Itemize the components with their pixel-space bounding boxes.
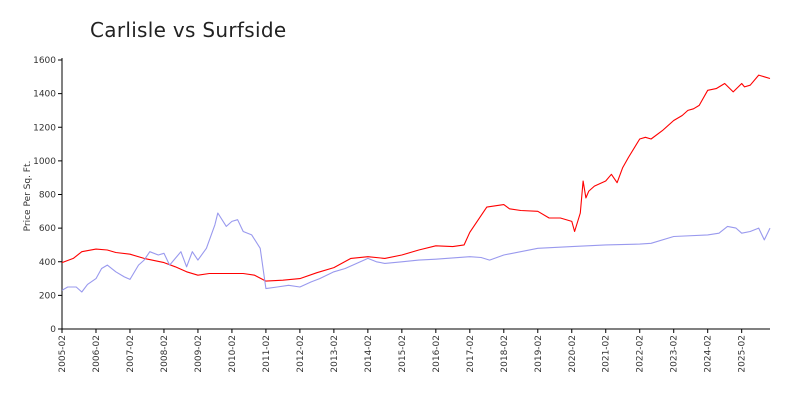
x-tick-label: 2009-02 — [194, 335, 204, 373]
x-tick-label: 2007-02 — [126, 335, 136, 373]
x-tick-label: 2019-02 — [534, 335, 544, 373]
x-tick-label: 2011-02 — [262, 335, 272, 373]
y-tick-label: 200 — [39, 291, 56, 301]
x-tick-label: 2015-02 — [398, 335, 408, 373]
x-tick-label: 2010-02 — [228, 335, 238, 373]
chart-title: Carlisle vs Surfside — [90, 18, 287, 42]
y-tick-label: 600 — [39, 224, 56, 234]
x-tick-label: 2005-02 — [58, 335, 68, 373]
y-tick-label: 1400 — [33, 90, 56, 100]
x-tick-label: 2018-02 — [500, 335, 510, 373]
y-tick-label: 1200 — [33, 123, 56, 133]
y-tick-label: 1600 — [33, 56, 56, 66]
x-tick-label: 2020-02 — [568, 335, 578, 373]
x-tick-label: 2016-02 — [432, 335, 442, 373]
x-tick-label: 2025-02 — [738, 335, 748, 373]
y-tick-label: 1000 — [33, 157, 56, 167]
x-tick-label: 2014-02 — [364, 335, 374, 373]
axes: 0 200 400 600 800 1000 1200 1400 1600 2005-02 2006… — [33, 56, 770, 373]
x-tick-label: 2017-02 — [466, 335, 476, 373]
x-tick-label: 2022-02 — [636, 335, 646, 373]
y-axis-label: Price Per Sq. Ft. — [23, 161, 33, 232]
x-tick-label: 2013-02 — [330, 335, 340, 373]
x-tick-label: 2021-02 — [602, 335, 612, 373]
series-layer — [61, 74, 771, 293]
y-tick-label: 400 — [39, 258, 56, 268]
x-tick-label: 2023-02 — [670, 335, 680, 373]
y-tick-label: 0 — [50, 325, 56, 335]
x-tick-label: 2006-02 — [92, 335, 102, 373]
y-tick-label: 800 — [39, 191, 56, 201]
x-tick-label: 2024-02 — [704, 335, 714, 373]
series-line-1 — [61, 74, 771, 282]
series-line-2 — [61, 212, 771, 293]
x-tick-label: 2008-02 — [160, 335, 170, 373]
x-tick-label: 2012-02 — [296, 335, 306, 373]
